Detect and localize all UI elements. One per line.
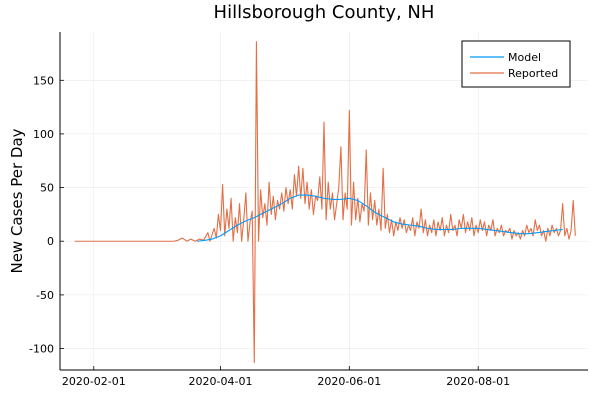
- y-axis-label: New Cases Per Day: [8, 128, 26, 273]
- series-line-reported: [74, 41, 576, 364]
- x-tick-label: 2020-06-01: [317, 375, 381, 388]
- x-tick-label: 2020-02-01: [62, 375, 126, 388]
- y-tick-label: -50: [36, 289, 54, 302]
- legend-reported-label: Reported: [508, 67, 558, 80]
- chart-title: Hillsborough County, NH: [214, 2, 435, 23]
- legend-box: [461, 40, 571, 88]
- axes: [59, 32, 588, 371]
- y-tick-label: -100: [29, 343, 54, 356]
- y-tick-label: 100: [33, 128, 54, 141]
- series-layer: [74, 41, 576, 364]
- legend: Model Reported: [461, 40, 571, 88]
- y-tick-label: 0: [47, 235, 54, 248]
- tick-labels: 150 100 50 0 -50 -100 2020-02-01 2020-04-01 2020…: [29, 74, 510, 388]
- x-tick-label: 2020-08-01: [446, 375, 510, 388]
- series-line-model: [197, 194, 563, 242]
- y-tick-label: 50: [40, 182, 54, 195]
- y-tick-label: 150: [33, 74, 54, 87]
- legend-model-label: Model: [508, 51, 541, 64]
- x-tick-label: 2020-04-01: [189, 375, 253, 388]
